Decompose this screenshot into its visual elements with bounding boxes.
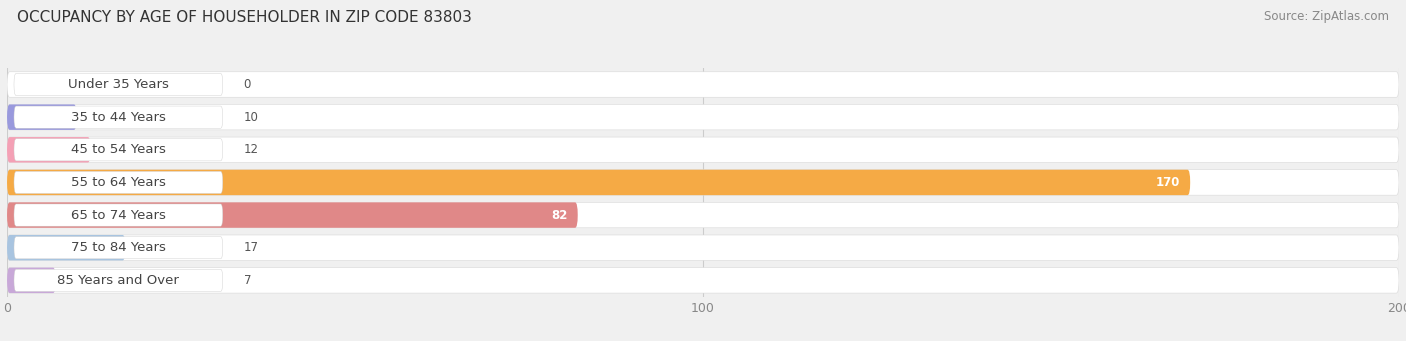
Text: Source: ZipAtlas.com: Source: ZipAtlas.com — [1264, 10, 1389, 23]
FancyBboxPatch shape — [7, 235, 125, 261]
Text: 7: 7 — [243, 274, 252, 287]
Text: 35 to 44 Years: 35 to 44 Years — [70, 111, 166, 124]
Text: 75 to 84 Years: 75 to 84 Years — [70, 241, 166, 254]
FancyBboxPatch shape — [7, 235, 1399, 261]
FancyBboxPatch shape — [14, 204, 222, 226]
Text: 12: 12 — [243, 143, 259, 156]
FancyBboxPatch shape — [14, 106, 222, 128]
FancyBboxPatch shape — [7, 137, 1399, 163]
Text: 45 to 54 Years: 45 to 54 Years — [70, 143, 166, 156]
Text: 0: 0 — [243, 78, 252, 91]
FancyBboxPatch shape — [14, 269, 222, 292]
FancyBboxPatch shape — [7, 170, 1191, 195]
FancyBboxPatch shape — [7, 268, 1399, 293]
FancyBboxPatch shape — [7, 170, 1399, 195]
Text: 55 to 64 Years: 55 to 64 Years — [70, 176, 166, 189]
Text: OCCUPANCY BY AGE OF HOUSEHOLDER IN ZIP CODE 83803: OCCUPANCY BY AGE OF HOUSEHOLDER IN ZIP C… — [17, 10, 472, 25]
FancyBboxPatch shape — [14, 237, 222, 259]
Text: 17: 17 — [243, 241, 259, 254]
FancyBboxPatch shape — [7, 104, 1399, 130]
FancyBboxPatch shape — [7, 202, 578, 228]
Text: 82: 82 — [551, 209, 567, 222]
FancyBboxPatch shape — [14, 171, 222, 194]
Text: 65 to 74 Years: 65 to 74 Years — [70, 209, 166, 222]
Text: 10: 10 — [243, 111, 259, 124]
Text: Under 35 Years: Under 35 Years — [67, 78, 169, 91]
FancyBboxPatch shape — [14, 139, 222, 161]
FancyBboxPatch shape — [7, 202, 1399, 228]
FancyBboxPatch shape — [7, 137, 90, 163]
FancyBboxPatch shape — [14, 73, 222, 95]
FancyBboxPatch shape — [7, 268, 56, 293]
FancyBboxPatch shape — [7, 104, 77, 130]
Text: 170: 170 — [1156, 176, 1180, 189]
Text: 85 Years and Over: 85 Years and Over — [58, 274, 180, 287]
FancyBboxPatch shape — [7, 72, 1399, 97]
